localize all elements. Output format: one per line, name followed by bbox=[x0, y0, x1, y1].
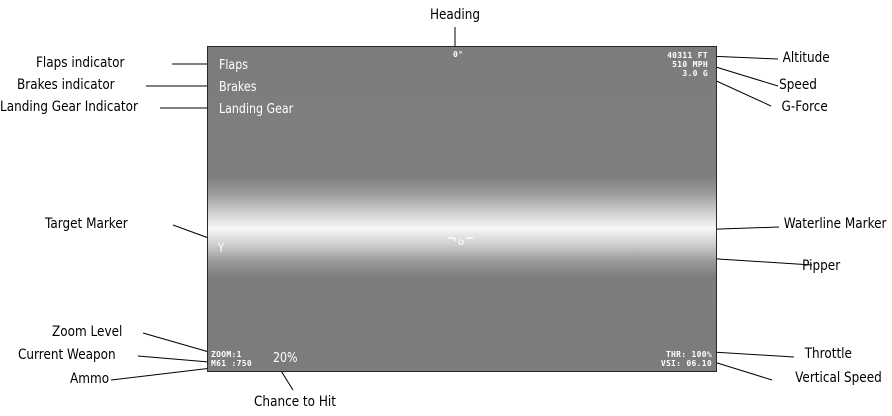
callout-brakes: Brakes indicator bbox=[17, 77, 115, 93]
altitude-readout: 40311 FT bbox=[667, 51, 708, 60]
callout-pipper: Pipper bbox=[802, 258, 840, 274]
callout-chance-to-hit: Chance to Hit bbox=[254, 394, 336, 410]
leader-weapon bbox=[137, 355, 210, 363]
hud-screen: 0° Flaps Brakes Landing Gear 40311 FT 51… bbox=[207, 46, 717, 372]
leader-vsi bbox=[713, 361, 773, 381]
pipper bbox=[458, 239, 464, 245]
leader-altitude bbox=[706, 55, 779, 60]
callout-ammo: Ammo bbox=[70, 371, 110, 387]
callout-vsi: Vertical Speed bbox=[795, 370, 882, 386]
gforce-readout: 3.0 G bbox=[682, 69, 708, 78]
vsi-readout: VSI: 06.10 bbox=[660, 359, 712, 368]
zoom-level: ZOOM:1 bbox=[211, 350, 242, 359]
throttle-readout: THR: 100% bbox=[665, 350, 712, 359]
callout-landing-gear: Landing Gear Indicator bbox=[0, 99, 138, 115]
leader-throttle bbox=[711, 351, 795, 358]
flaps-indicator: Flaps bbox=[219, 58, 248, 73]
callout-target-marker: Target Marker bbox=[45, 216, 128, 232]
callout-zoom: Zoom Level bbox=[52, 324, 123, 340]
callout-heading: Heading bbox=[429, 7, 481, 23]
landing-gear-indicator: Landing Gear bbox=[219, 102, 294, 117]
waterline-marker bbox=[448, 237, 473, 245]
callout-gforce: G-Force bbox=[781, 99, 828, 115]
leader-zoom bbox=[142, 332, 210, 353]
brakes-indicator: Brakes bbox=[219, 80, 257, 95]
callout-waterline: Waterline Marker bbox=[783, 216, 886, 232]
callout-altitude: Altitude bbox=[782, 50, 830, 66]
speed-readout: 510 MPH bbox=[672, 60, 708, 69]
callout-weapon: Current Weapon bbox=[18, 347, 116, 363]
weapon-ammo: M61 :750 bbox=[211, 359, 252, 368]
chance-to-hit: 20% bbox=[273, 351, 298, 366]
callout-throttle: Throttle bbox=[804, 346, 852, 362]
callout-flaps: Flaps indicator bbox=[36, 55, 125, 71]
heading-readout: 0° bbox=[453, 50, 464, 59]
leader-ammo bbox=[110, 367, 213, 381]
callout-speed: Speed bbox=[779, 77, 817, 93]
target-marker: Y bbox=[218, 241, 225, 255]
leader-speed bbox=[705, 63, 779, 87]
